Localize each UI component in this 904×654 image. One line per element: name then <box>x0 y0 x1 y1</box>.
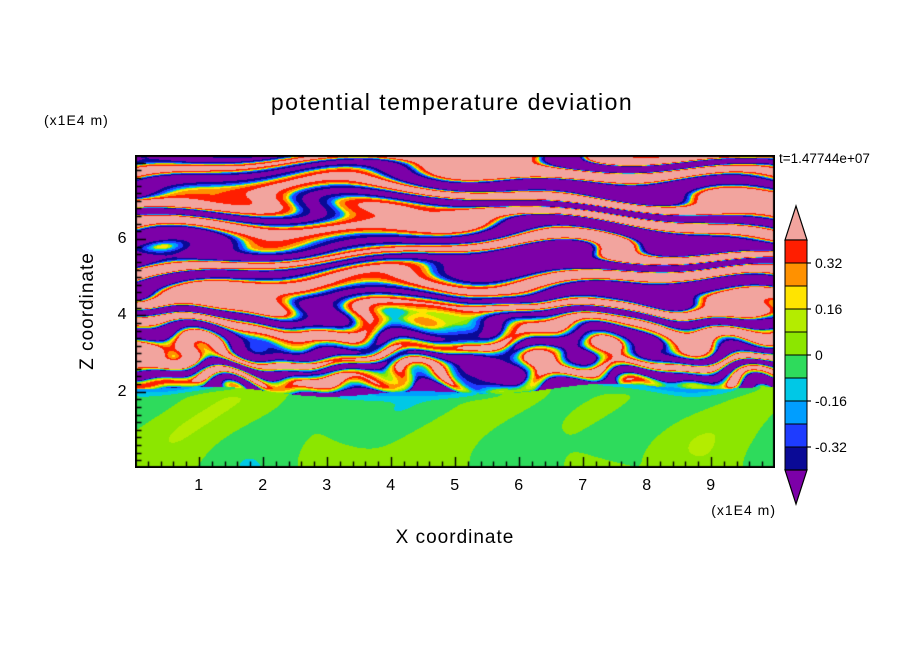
colorbar-band <box>784 331 808 356</box>
colorbar-tick-label: 0.32 <box>815 255 842 271</box>
colorbar-band <box>784 239 808 264</box>
x-tick-label: 6 <box>514 477 524 494</box>
colorbar-band <box>784 308 808 333</box>
heatmap-plot-area <box>135 155 775 468</box>
y-tick-label: 2 <box>117 382 127 400</box>
x-tick-label: 9 <box>706 477 716 494</box>
colorbar-band <box>784 423 808 448</box>
colorbar: 0.32 0.16 0 -0.16 -0.32 <box>784 204 847 506</box>
x-tick-label: 3 <box>322 477 332 494</box>
colorbar-band <box>784 285 808 310</box>
x-tick-label: 1 <box>194 477 204 494</box>
colorbar-tick-label: 0.16 <box>815 301 842 317</box>
colorbar-band <box>784 446 808 471</box>
colorbar-band <box>784 377 808 402</box>
colorbar-over-arrow <box>784 204 808 241</box>
colorbar-tick-label: 0 <box>815 347 823 363</box>
colorbar-tick-label: -0.16 <box>815 393 847 409</box>
timestamp-label: t=1.47744e+07 <box>779 151 870 166</box>
y-tick-label: 6 <box>117 229 127 247</box>
colorbar-band <box>784 262 808 287</box>
x-axis-title: X coordinate <box>395 527 515 548</box>
x-tick-label: 2 <box>258 477 268 494</box>
colorbar-under-arrow <box>784 469 808 506</box>
x-tick-label: 7 <box>578 477 588 494</box>
y-tick-label: 4 <box>117 306 127 324</box>
y-axis-title: Z coordinate <box>77 252 98 370</box>
colorbar-tick-label: -0.32 <box>815 439 847 455</box>
colorbar-band <box>784 400 808 425</box>
chart-title: potential temperature deviation <box>270 89 634 115</box>
colorbar-band <box>784 354 808 379</box>
x-tick-label: 4 <box>386 477 396 494</box>
x-tick-label: 8 <box>642 477 652 494</box>
x-axis-units-label: (x1E4 m) <box>711 502 776 518</box>
x-tick-label: 5 <box>450 477 460 494</box>
y-axis-units-label: (x1E4 m) <box>44 112 109 128</box>
